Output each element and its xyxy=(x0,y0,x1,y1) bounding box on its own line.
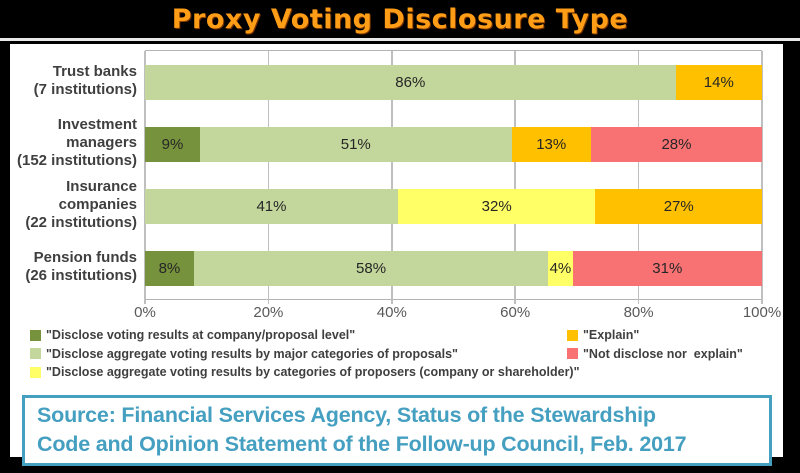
segment-value-label: 31% xyxy=(652,259,683,277)
bar-segment: 41% xyxy=(145,188,398,224)
bar-segment: 9% xyxy=(145,126,200,162)
legend-item: "Explain" xyxy=(567,328,743,342)
segment-value-label: 14% xyxy=(703,73,734,91)
bar-segment: 13% xyxy=(511,126,591,162)
bar-segment: 14% xyxy=(675,64,762,100)
legend-column-left: "Disclose voting results at company/prop… xyxy=(30,328,783,379)
bar-segment: 8% xyxy=(145,250,194,286)
legend-label: "Disclose aggregate voting results by ma… xyxy=(46,346,458,361)
segment-value-label: 13% xyxy=(536,135,567,153)
legend-item: "Disclose aggregate voting results by ca… xyxy=(30,365,783,379)
legend-label: "Explain" xyxy=(583,328,640,342)
legend-swatch-icon xyxy=(567,348,578,359)
bar-segment: 28% xyxy=(590,126,762,162)
category-label-line: Pension funds xyxy=(33,248,137,266)
chart-panel: Trust banks (7 institutions) Investment man… xyxy=(10,44,783,467)
axis-tick-label: 0% xyxy=(134,304,156,321)
gridline xyxy=(267,51,270,304)
bar-track: 41% 32% 27% xyxy=(145,188,762,224)
segment-value-label: 86% xyxy=(395,73,426,91)
category-label: Insurance companies (22 institutions) xyxy=(10,174,145,236)
segment-value-label: 32% xyxy=(481,197,512,215)
segment-value-label: 58% xyxy=(356,259,387,277)
y-axis-line xyxy=(144,51,146,304)
bar-track: 86% 14% xyxy=(145,64,762,100)
bar-segment: 27% xyxy=(595,188,762,224)
category-label-line: (22 institutions) xyxy=(25,214,137,232)
axis-tick-label: 20% xyxy=(253,304,284,321)
bar-row: 41% 32% 27% xyxy=(145,175,762,237)
category-label-line: (26 institutions) xyxy=(25,267,137,284)
legend-item: "Disclose voting results at company/prop… xyxy=(30,328,783,342)
x-axis: 0% 20% 40% 60% 80% 100% xyxy=(134,300,781,324)
legend-item: "Not disclose nor explain" xyxy=(567,347,743,361)
legend: "Disclose voting results at company/prop… xyxy=(30,328,783,386)
gridline xyxy=(761,51,763,304)
stacked-bar-chart: Trust banks (7 institutions) Investment man… xyxy=(10,50,783,304)
bar-segment: 86% xyxy=(145,64,676,100)
legend-item: "Disclose aggregate voting results by ma… xyxy=(30,347,783,361)
source-text-line2: Code and Opinion Statement of the Follow… xyxy=(37,431,687,456)
category-label: Trust banks (7 institutions) xyxy=(10,50,145,112)
title-bar: Proxy Voting Disclosure Type xyxy=(0,0,800,41)
category-label-line: Investment xyxy=(57,115,137,133)
segment-value-label: 9% xyxy=(161,135,184,153)
category-label-line: Trust banks xyxy=(52,62,137,80)
bar-row: 9% 51% 13% 28% xyxy=(145,113,762,175)
segment-value-label: 4% xyxy=(549,259,572,277)
bar-segment: 32% xyxy=(397,188,596,224)
bar-segment: 58% xyxy=(193,250,549,286)
segment-value-label: 51% xyxy=(340,135,371,153)
legend-swatch-icon xyxy=(30,366,41,378)
axis-tick-label: 100% xyxy=(742,304,782,321)
bar-segment: 4% xyxy=(548,250,573,286)
category-labels-column: Trust banks (7 institutions) Investment man… xyxy=(10,50,145,300)
plot-area: 86% 14% 9% 51% 13% 28% 41% 32% 27% 8% 58% 4% 31% xyxy=(144,50,763,304)
legend-swatch-icon xyxy=(30,348,41,359)
legend-label: "Disclose voting results at company/prop… xyxy=(46,328,356,342)
segment-value-label: 27% xyxy=(663,197,694,215)
source-text-line1: Source: Financial Services Agency, Statu… xyxy=(37,403,656,427)
segment-value-label: 28% xyxy=(661,135,692,153)
gridline xyxy=(391,51,393,304)
axis-tick-label: 60% xyxy=(500,304,531,321)
bar-track: 8% 58% 4% 31% xyxy=(145,250,762,286)
legend-swatch-icon xyxy=(30,329,41,341)
axis-tick-label: 80% xyxy=(623,304,654,321)
segment-value-label: 8% xyxy=(158,259,181,277)
category-label-line: Insurance xyxy=(66,177,137,195)
bar-row: 86% 14% xyxy=(145,51,762,113)
category-label-line: (7 institutions) xyxy=(33,81,137,98)
bar-row: 8% 58% 4% 31% xyxy=(145,237,762,299)
bar-track: 9% 51% 13% 28% xyxy=(145,126,762,162)
legend-swatch-icon xyxy=(567,329,578,341)
category-label: Investment managers (152 institutions) xyxy=(10,112,145,174)
bar-segment: 51% xyxy=(199,126,512,162)
category-label: Pension funds (26 institutions) xyxy=(10,236,145,298)
category-label-line: companies xyxy=(58,195,137,213)
category-label-line: managers xyxy=(66,133,137,151)
legend-label: "Not disclose nor explain" xyxy=(583,346,743,361)
segment-value-label: 41% xyxy=(256,197,287,215)
legend-label: "Disclose aggregate voting results by ca… xyxy=(46,365,580,379)
bar-segment: 31% xyxy=(572,250,762,286)
gridline xyxy=(637,51,640,304)
legend-column-right: "Explain" "Not disclose nor explain" xyxy=(567,328,743,365)
chart-title: Proxy Voting Disclosure Type xyxy=(171,3,629,35)
category-label-line: (152 institutions) xyxy=(16,152,137,170)
axis-tick-label: 40% xyxy=(376,304,407,321)
source-box: Source: Financial Services Agency, Statu… xyxy=(22,395,772,467)
gridline xyxy=(514,51,516,304)
